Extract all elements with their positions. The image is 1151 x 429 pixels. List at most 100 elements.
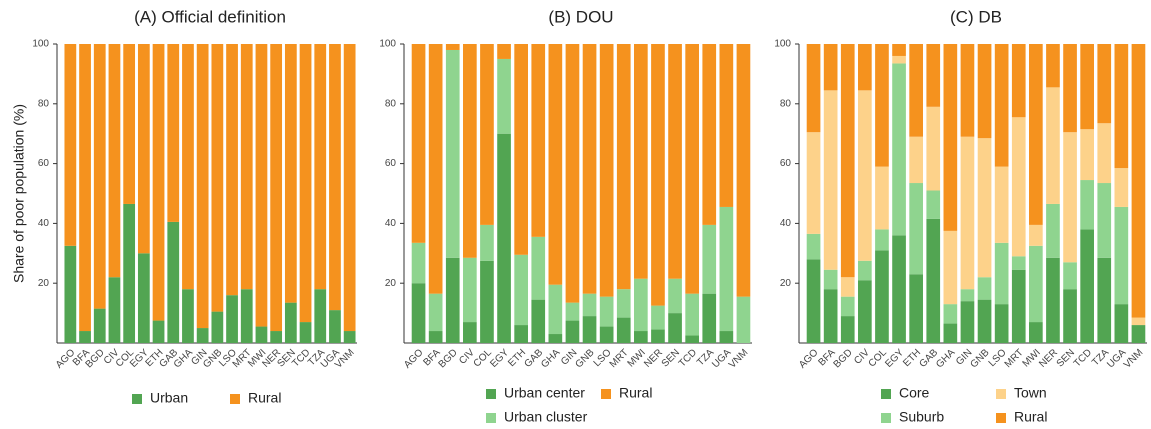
bar-segment <box>514 254 528 326</box>
bar-segment <box>196 44 209 329</box>
bar-segment <box>875 229 889 251</box>
legend-swatch <box>132 394 142 404</box>
bar-segment <box>926 190 941 219</box>
bar-segment <box>960 44 975 137</box>
chart-title: (C) DB <box>950 7 1002 26</box>
bar-segment <box>93 44 106 309</box>
bar-segment <box>616 317 631 343</box>
bar-segment <box>428 293 443 332</box>
bar-segment <box>651 44 665 306</box>
bar-segment <box>977 277 992 300</box>
bar-segment <box>226 295 238 343</box>
legend-swatch <box>996 389 1006 399</box>
bar-segment <box>806 233 821 260</box>
bar-segment <box>411 44 426 243</box>
bar-segment <box>255 44 268 327</box>
bar-segment <box>977 299 992 343</box>
y-tick-label: 40 <box>38 218 50 229</box>
legend-swatch <box>486 389 496 399</box>
bar-segment <box>1029 322 1043 343</box>
bar-segment <box>1063 262 1077 290</box>
bar-segment <box>875 44 889 167</box>
bar-segment <box>299 322 312 343</box>
legend-label: Rural <box>248 390 281 406</box>
bar-segment <box>977 44 992 139</box>
bar-segment <box>875 250 889 343</box>
bar-segment <box>616 44 631 290</box>
bar-segment <box>255 326 268 343</box>
bar-segment <box>582 316 597 343</box>
bar-segment <box>599 296 614 327</box>
y-tick-label: 40 <box>385 218 397 229</box>
bar-segment <box>1063 44 1077 133</box>
bar-segment <box>565 320 580 343</box>
bar-segment <box>702 293 717 343</box>
bar-segment <box>1029 245 1043 323</box>
y-tick-label: 80 <box>780 98 792 109</box>
bar-segment <box>548 44 563 285</box>
bar-segment <box>1131 317 1146 326</box>
bar-segment <box>1097 183 1112 258</box>
bar-segment <box>270 331 283 343</box>
bar-segment <box>668 44 682 279</box>
bar-segment <box>994 304 1009 343</box>
legend-swatch <box>881 389 891 399</box>
y-tick-label: 60 <box>780 158 792 169</box>
bar-segment <box>892 44 906 56</box>
legend-label: Rural <box>619 385 652 401</box>
bar-segment <box>548 284 563 335</box>
bar-segment <box>1029 224 1043 246</box>
bar-segment <box>634 44 648 279</box>
legend-label: Rural <box>1014 409 1047 425</box>
bar-segment <box>909 136 923 184</box>
bar-segment <box>685 44 699 294</box>
bar-segment <box>1011 117 1026 257</box>
bar-segment <box>411 283 426 343</box>
y-tick-label: 20 <box>385 278 397 289</box>
bar-segment <box>343 44 356 332</box>
bar-segment <box>1097 44 1112 124</box>
bar-segment <box>840 296 855 317</box>
x-tick-label: SEN <box>660 347 682 369</box>
bar-segment <box>1080 129 1094 181</box>
bar-segment <box>531 236 546 300</box>
x-tick-label: MWI <box>1021 347 1043 369</box>
bar-segment <box>651 305 665 330</box>
bar-segment <box>943 44 958 231</box>
bar-segment <box>1046 44 1060 88</box>
bar-segment <box>284 302 297 343</box>
bar-segment <box>137 44 150 254</box>
bar-segment <box>299 44 312 323</box>
bar-segment <box>343 331 356 343</box>
bar-segment <box>1114 168 1129 207</box>
y-tick-label: 100 <box>774 39 791 50</box>
x-tick-label: COL <box>472 347 495 370</box>
bar-segment <box>531 299 546 343</box>
bar-segment <box>211 44 224 312</box>
bar-segment <box>994 166 1009 243</box>
legend-swatch <box>486 413 496 423</box>
x-tick-label: VNM <box>1122 347 1146 371</box>
bar-segment <box>1131 325 1146 343</box>
x-tick-label: TCD <box>677 347 699 369</box>
bar-segment <box>182 289 194 343</box>
legend-label: Town <box>1014 385 1047 401</box>
y-tick-label: 100 <box>379 39 396 50</box>
bar-segment <box>926 44 941 107</box>
bar-segment <box>719 331 734 343</box>
legend-swatch <box>601 389 611 399</box>
y-tick-label: 40 <box>780 218 792 229</box>
bar-segment <box>514 44 528 255</box>
bar-segment <box>314 44 327 290</box>
y-tick-label: 80 <box>385 98 397 109</box>
bar-segment <box>329 44 341 311</box>
x-tick-label: TCD <box>1072 347 1094 369</box>
bar-segment <box>548 334 563 343</box>
bar-segment <box>668 313 682 343</box>
legend-swatch <box>230 394 240 404</box>
bar-segment <box>892 235 906 343</box>
bar-segment <box>736 44 751 297</box>
legend-label: Core <box>899 385 930 401</box>
bar-segment <box>1114 44 1129 169</box>
